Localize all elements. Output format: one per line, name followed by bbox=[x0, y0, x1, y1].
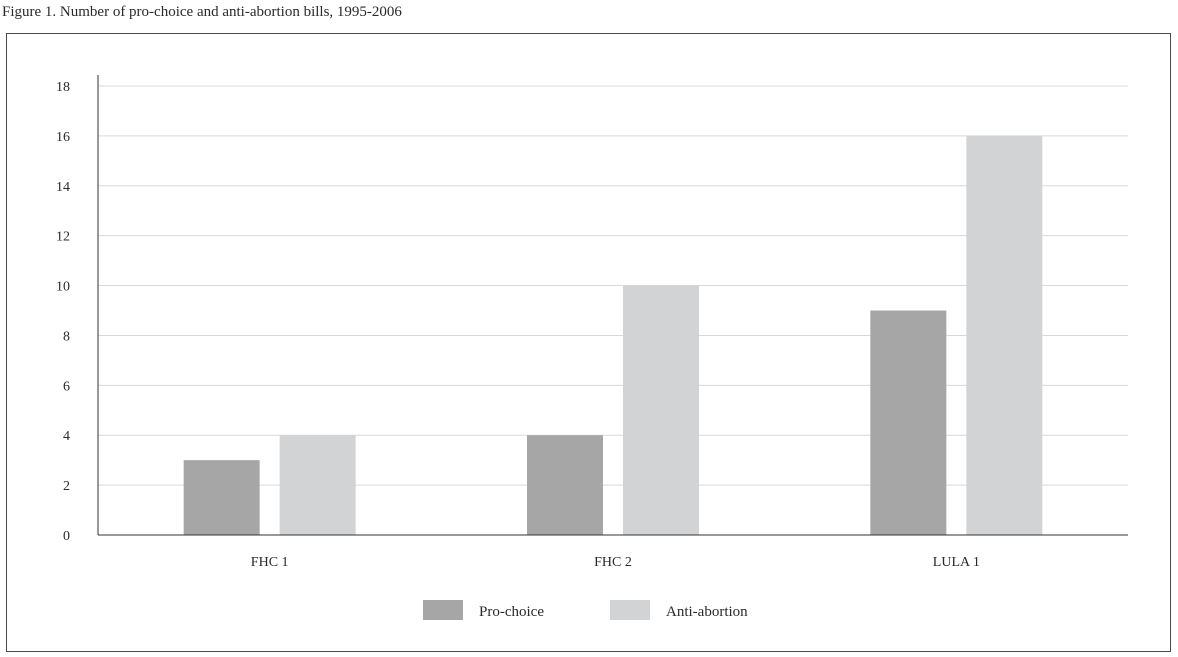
y-tick-label: 0 bbox=[63, 529, 70, 544]
x-category-label: FHC 2 bbox=[594, 555, 632, 570]
figure-caption: Figure 1. Number of pro-choice and anti-… bbox=[2, 4, 402, 20]
legend-swatch-pro-choice bbox=[423, 600, 463, 620]
tick-labels: 0 2 4 6 8 10 12 14 16 18 FHC 1 FHC 2 LULA 1 bbox=[56, 80, 980, 570]
x-category-label: LULA 1 bbox=[933, 555, 980, 570]
bars bbox=[183, 135, 1043, 535]
bar-anti-abortion-lula-1 bbox=[966, 135, 1043, 535]
x-category-label: FHC 1 bbox=[251, 555, 289, 570]
legend-swatch-anti-abortion bbox=[610, 600, 650, 620]
bar-anti-abortion-fhc-2 bbox=[623, 285, 699, 535]
y-tick-label: 18 bbox=[56, 80, 70, 95]
bar-anti-abortion-fhc-1 bbox=[279, 435, 356, 535]
y-tick-label: 14 bbox=[56, 180, 70, 195]
y-tick-label: 4 bbox=[63, 429, 70, 444]
y-tick-label: 6 bbox=[63, 379, 70, 394]
legend-label: Pro-choice bbox=[479, 604, 544, 620]
y-tick-label: 12 bbox=[56, 230, 70, 245]
gridlines bbox=[98, 85, 1128, 486]
legend-label: Anti-abortion bbox=[666, 604, 748, 620]
axes bbox=[97, 75, 1128, 536]
chart-frame bbox=[6, 33, 1171, 652]
y-tick-label: 8 bbox=[63, 329, 70, 344]
legend: Pro-choice Anti-abortion bbox=[423, 600, 748, 620]
y-tick-label: 16 bbox=[56, 130, 70, 145]
y-tick-label: 10 bbox=[56, 280, 70, 295]
bar-pro-choice-lula-1 bbox=[870, 310, 947, 535]
bar-pro-choice-fhc-1 bbox=[183, 460, 260, 535]
y-tick-label: 2 bbox=[63, 479, 70, 494]
bar-pro-choice-fhc-2 bbox=[527, 435, 603, 535]
